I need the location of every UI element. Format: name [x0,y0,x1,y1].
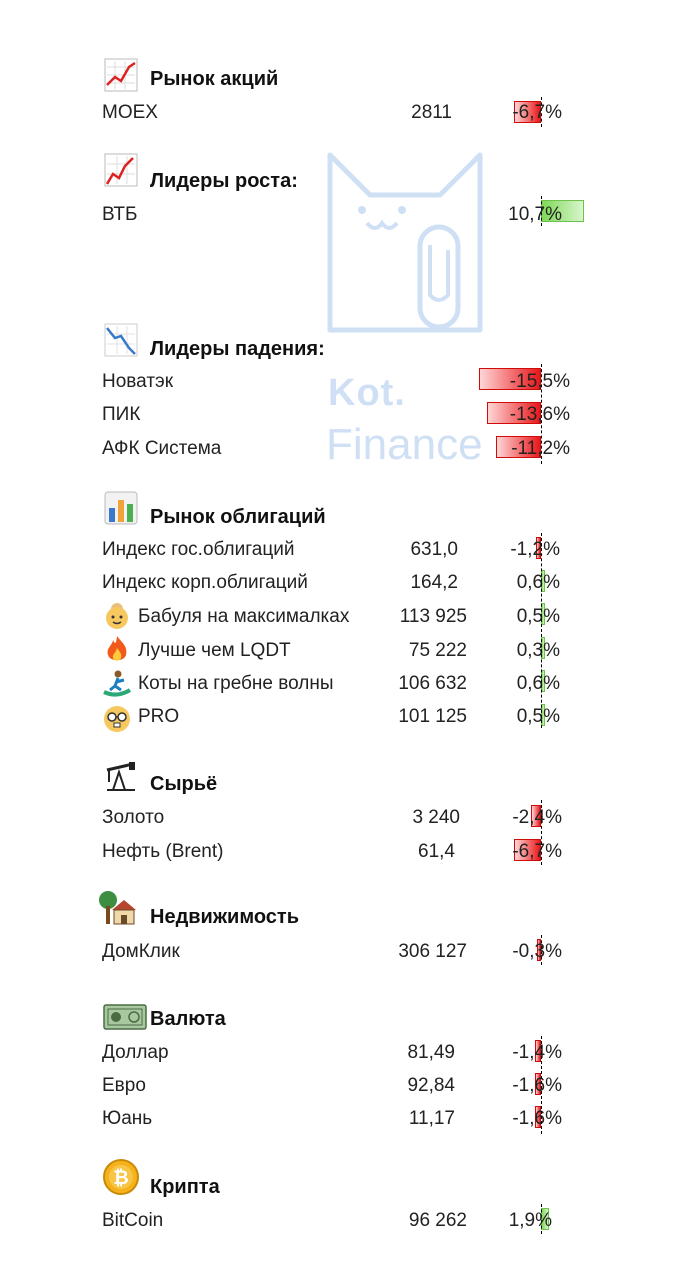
row-value-lqdt: 75 222 [408,640,467,661]
row-name-pik: ПИК [102,404,141,425]
pct-bar-pik [486,402,541,424]
zero-axis-line [541,97,542,127]
pct-text-eur: -1,6% [512,1075,562,1096]
section-title-realty: Недвижимость [150,906,300,928]
pct-bar-eur [534,1073,541,1095]
row-name-lqdt: Лучше чем LQDT [138,640,291,661]
pct-text-cny: -1,6% [512,1108,562,1129]
zero-axis-line [541,935,542,965]
zero-axis-line [541,364,542,464]
house-icon [99,891,136,925]
fire-icon [107,636,127,661]
pct-bar-novatek [479,368,541,390]
watermark-kot: Kot. [328,372,406,414]
pct-bar-cny [534,1106,541,1128]
section-title-losers: Лидеры падения: [150,338,325,360]
pct-text-babulya: 0,5% [516,606,560,627]
zero-axis-line [541,800,542,865]
section-title-currency: Валюта [150,1008,226,1030]
pct-bar-afk [496,436,541,458]
row-name-afk: АФК Система [102,438,222,459]
section-title-commodities: Сырьё [150,773,218,795]
bar-chart-icon [104,491,138,525]
pct-text-corp: 0,6% [516,572,560,593]
row-name-babulya: Бабуля на максималках [138,606,350,627]
grandma-icon [106,603,128,629]
pct-bar-usd [535,1040,541,1062]
row-name-domklik: ДомКлик [102,941,180,962]
row-value-moex: 2811 [411,102,452,123]
row-value-gov: 631,0 [410,539,458,560]
pct-text-vtb: 10,7% [508,204,562,225]
pct-bar-brent [514,839,541,861]
row-name-cny: Юань [102,1108,153,1129]
row-name-pro: PRO [138,706,180,727]
row-name-gov: Индекс гос.облигаций [102,539,295,560]
row-name-btc: BitCoin [102,1210,164,1231]
pct-text-usd: -1,4% [512,1042,562,1063]
row-value-btc: 96 262 [408,1210,467,1231]
row-name-moex: MOEX [102,102,158,123]
pct-text-moex: -6,7% [512,102,562,123]
row-value-koty: 106 632 [398,673,467,694]
row-name-vtb: ВТБ [102,204,138,225]
row-name-gold: Золото [102,807,165,828]
row-value-babulya: 113 925 [399,606,467,627]
zero-axis-line [541,533,542,728]
pct-text-lqdt: 0,3% [516,640,560,661]
section-title-crypto: Крипта [150,1176,220,1198]
chart-up-icon [104,153,138,187]
pct-text-btc: 1,9% [508,1210,552,1231]
row-name-eur: Евро [102,1075,146,1096]
zero-axis-line [541,1204,542,1234]
row-value-eur: 92,84 [407,1075,455,1096]
oil-pump-icon [106,762,135,791]
row-value-brent: 61,4 [418,841,455,862]
watermark-finance: Finance [326,420,483,469]
row-name-brent: Нефть (Brent) [102,841,224,862]
row-value-corp: 164,2 [410,572,458,593]
pct-bar-gold [531,805,541,827]
zero-axis-line [541,1036,542,1134]
section-title-stocks: Рынок акций [150,68,279,90]
row-value-pro: 101 125 [398,706,467,727]
row-value-cny: 11,17 [408,1108,455,1129]
banknote-icon [103,1004,147,1030]
section-title-bonds: Рынок облигаций [150,506,326,528]
pct-text-pro: 0,5% [516,706,560,727]
row-name-novatek: Новатэк [102,371,174,392]
pct-bar-domklik [537,939,541,961]
chart-down-icon [104,323,138,357]
pct-text-gov: -1,2% [510,539,560,560]
row-value-domklik: 306 127 [398,941,467,962]
bitcoin-icon: ₿ [103,1159,139,1195]
row-name-corp: Индекс корп.облигаций [102,572,308,593]
pct-text-domklik: -0,3% [512,941,562,962]
svg-text:₿: ₿ [113,1168,128,1189]
pct-text-afk: -11,2% [511,438,570,459]
pct-text-brent: -6,7% [512,841,562,862]
pct-bar-moex [514,101,541,123]
zero-axis-line [541,196,542,226]
row-name-koty: Коты на гребне волны [138,673,334,694]
section-title-gainers: Лидеры роста: [150,170,298,192]
row-value-usd: 81,49 [407,1042,455,1063]
row-value-gold: 3 240 [412,807,460,828]
surfer-icon [103,670,132,697]
pct-text-pik: -13,6% [509,404,570,425]
line-chart-icon [104,58,138,92]
pct-text-novatek: -15,5% [509,371,570,392]
nerd-face-icon [104,706,130,732]
pct-text-koty: 0,6% [516,673,560,694]
pct-bar-gov [536,537,541,559]
row-name-usd: Доллар [102,1042,169,1063]
pct-text-gold: -2,4% [512,807,562,828]
